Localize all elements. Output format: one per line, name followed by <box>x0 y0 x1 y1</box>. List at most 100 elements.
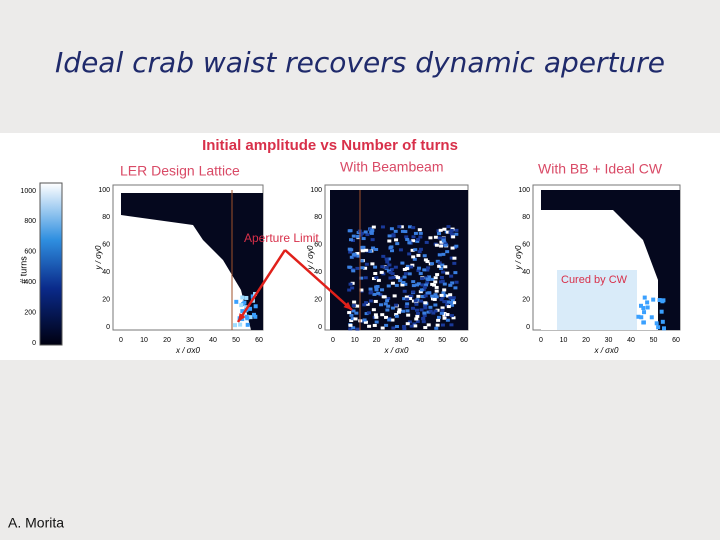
heatmap-cell <box>443 241 448 245</box>
heatmap-cell <box>370 229 375 233</box>
heatmap-cell <box>369 230 374 234</box>
heatmap-cell <box>348 250 353 254</box>
heatmap-cell <box>416 294 421 298</box>
heatmap-cell <box>446 300 451 304</box>
heatmap-cell <box>442 316 447 320</box>
heatmap-cell <box>418 247 423 251</box>
heatmap-cell <box>651 297 656 302</box>
heatmap-cell <box>405 237 410 241</box>
heatmap-cell <box>417 228 422 232</box>
heatmap-cell <box>248 315 253 320</box>
heatmap-cell <box>240 309 245 314</box>
y-tick-label: 60 <box>314 242 322 249</box>
heatmap-cell <box>418 299 423 303</box>
heatmap-cell <box>379 270 384 274</box>
heatmap-cell <box>454 228 459 232</box>
heatmap-cell <box>411 284 416 288</box>
heatmap-cell <box>415 283 420 287</box>
heatmap-cell <box>645 305 650 310</box>
heatmap-cell <box>373 265 378 269</box>
heatmap-cell <box>390 281 395 285</box>
heatmap-cell <box>359 259 364 263</box>
heatmap-cell <box>372 323 377 327</box>
heatmap-cell <box>351 326 356 330</box>
heatmap-cell <box>410 306 415 310</box>
heatmap-cell <box>405 264 410 268</box>
heatmap-cell <box>445 271 450 275</box>
heatmap-cell <box>440 308 445 312</box>
heatmap-cell <box>380 326 385 330</box>
heatmap-cell <box>360 266 365 270</box>
heatmap-cell <box>436 229 441 233</box>
heatmap-cell <box>372 292 377 296</box>
colorbar-tick-label: 800 <box>24 218 36 225</box>
heatmap-cell <box>427 275 432 279</box>
heatmap-cell <box>385 260 390 264</box>
x-tick-label: 40 <box>416 337 424 344</box>
heatmap-cell <box>409 324 414 328</box>
heatmap-cell <box>387 239 392 243</box>
heatmap-cell <box>433 276 438 280</box>
heatmap-cell <box>448 231 453 235</box>
heatmap-cell <box>358 233 363 237</box>
y-tick-label: 20 <box>522 296 530 303</box>
heatmap-cell <box>234 299 239 304</box>
heatmap-cell <box>389 245 394 249</box>
heatmap-cell <box>654 321 659 326</box>
heatmap-cell <box>391 326 396 330</box>
heatmap-cell <box>410 248 415 252</box>
heatmap-cell <box>347 311 352 315</box>
heatmap-cell <box>440 323 445 327</box>
heatmap-cell <box>411 226 416 230</box>
heatmap-cell <box>374 247 379 251</box>
colorbar <box>39 182 63 346</box>
colorbar-tick-label: 600 <box>24 249 36 256</box>
heatmap-cell <box>445 318 450 322</box>
heatmap-cell <box>403 230 408 234</box>
heatmap-cell <box>387 318 392 322</box>
heatmap-cell <box>398 279 403 283</box>
heatmap-cell <box>348 282 353 286</box>
heatmap-cell <box>363 266 368 270</box>
heatmap-cell <box>422 285 427 289</box>
heatmap-cell <box>429 262 434 266</box>
heatmap-cell <box>423 294 428 298</box>
heatmap-cell <box>405 322 410 326</box>
heatmap-cell <box>442 227 447 231</box>
colorbar-tick-label: 1000 <box>20 188 36 195</box>
heatmap-cell <box>362 303 367 307</box>
heatmap-cell <box>423 301 428 305</box>
heatmap-cell <box>416 253 421 257</box>
heatmap-cell <box>352 252 357 256</box>
heatmap-cell <box>381 295 386 299</box>
heatmap-cell <box>368 299 373 303</box>
x-tick-label: 0 <box>331 337 335 344</box>
x-tick-label: 60 <box>460 337 468 344</box>
heatmap-cell <box>649 315 654 320</box>
heatmap-cell <box>450 246 455 250</box>
heatmap-cell <box>403 272 408 276</box>
heatmap-cell <box>452 256 457 260</box>
heatmap-cell <box>451 296 456 300</box>
heatmap-cell <box>432 296 437 300</box>
x-tick-label: 50 <box>438 337 446 344</box>
heatmap-cell <box>415 312 420 316</box>
heatmap-cell <box>439 298 444 302</box>
heatmap-cell <box>656 325 661 330</box>
heatmap-cell <box>364 248 369 252</box>
heatmap-cell <box>418 231 423 235</box>
heatmap-cell <box>383 302 388 306</box>
heatmap-cell <box>440 279 445 283</box>
heatmap-cell <box>368 249 373 253</box>
heatmap-cell <box>426 310 431 314</box>
heatmap-cell <box>349 313 354 317</box>
heatmap-cell <box>438 228 443 232</box>
x-tick-label: 0 <box>119 337 123 344</box>
heatmap-cell <box>401 309 406 313</box>
heatmap-cell <box>427 291 432 295</box>
heatmap-cell <box>394 314 399 318</box>
heatmap-cell <box>419 308 424 312</box>
x-tick-label: 30 <box>605 337 613 344</box>
heatmap-cell <box>422 254 427 258</box>
